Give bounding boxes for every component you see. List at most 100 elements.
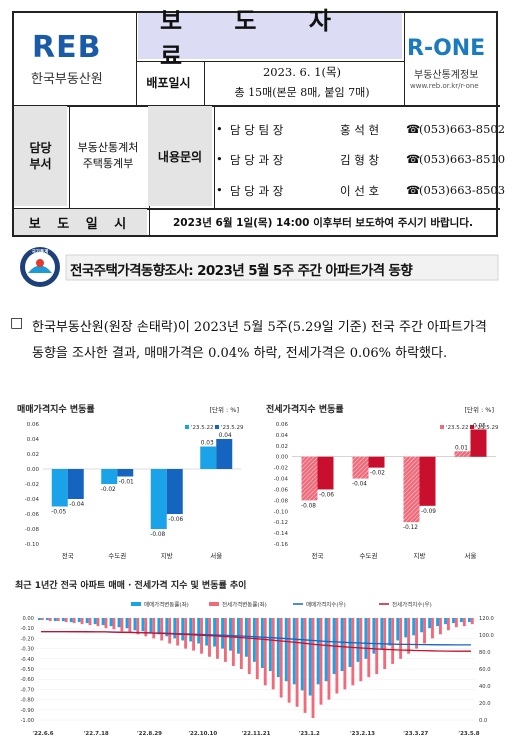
sale-change-bar	[69, 618, 73, 623]
sale-change-bar	[404, 618, 408, 638]
jeonse-change-bar	[72, 618, 76, 624]
y-tick-label: 0.02	[276, 444, 288, 450]
inquiry-label: 내용문의	[148, 106, 212, 206]
jeonse-change-bar	[64, 618, 68, 623]
data-label: 0.05	[473, 423, 486, 429]
bar	[216, 439, 233, 469]
sale-change-bar	[197, 618, 201, 644]
x-tick-label: '23.1.2	[299, 731, 320, 737]
divider	[214, 107, 215, 208]
sale-change-bar	[173, 618, 177, 639]
sale-change-bar	[467, 618, 471, 623]
y-right-tick-label: 20.0	[479, 701, 491, 707]
bullet-square: □	[10, 315, 24, 331]
jeonse-change-bar	[343, 618, 347, 690]
jeonse-change-bar	[231, 618, 235, 666]
legend-label: 매매가격지수(우)	[306, 601, 346, 609]
dept-name: 부동산통계처 주택통계부	[68, 140, 148, 172]
jeonse-change-bar	[311, 618, 315, 718]
data-label: -0.06	[168, 517, 183, 523]
dept-name-1: 부동산통계처	[77, 141, 139, 154]
y-right-tick-label: 120.0	[479, 616, 494, 622]
sale-change-bar	[412, 618, 416, 636]
jeonse-change-bar	[176, 618, 180, 646]
data-label: -0.08	[301, 503, 316, 509]
y-left-tick-label: -0.10	[21, 626, 34, 632]
jeonse-change-bar	[423, 618, 426, 644]
category-label: 수도권	[360, 552, 378, 560]
jeonse-change-bar	[96, 618, 100, 627]
contact-role: 담 당 과 장	[230, 184, 284, 198]
jeonse-change-bar	[446, 618, 450, 631]
sale-change-bar	[157, 618, 161, 635]
org-name: 한국부동산원	[31, 72, 103, 87]
legend-swatch	[215, 425, 219, 429]
jeonse-change-bar	[391, 618, 395, 664]
contact-phone: (053)663-8503	[419, 183, 506, 197]
bar	[368, 456, 385, 468]
chart-unit: [단위 : %]	[209, 405, 239, 414]
y-tick-label: -0.04	[274, 477, 289, 483]
sale-change-bar	[45, 618, 49, 621]
sale-change-bar	[420, 618, 424, 633]
y-tick-label: 0.00	[27, 467, 40, 473]
y-tick-label: 0.06	[27, 422, 40, 428]
bar	[403, 456, 420, 523]
jeonse-index-line	[41, 630, 471, 652]
sale-change-bar	[37, 618, 41, 621]
jeonse-change-bar	[359, 618, 363, 682]
jeonse-change-bar	[88, 618, 92, 626]
data-label: -0.02	[101, 487, 116, 493]
sale-change-bar	[300, 618, 304, 691]
divider	[14, 105, 500, 107]
sale-change-bar	[252, 618, 256, 662]
x-tick-label: '22.10.10	[188, 731, 217, 737]
bar	[67, 469, 84, 499]
jeonse-change-bar	[431, 618, 434, 639]
chart-title: 전세가격지수 변동률	[266, 403, 344, 415]
bar	[454, 451, 471, 457]
legend-swatch	[185, 425, 189, 429]
sale-change-bar	[221, 618, 224, 649]
sale-change-bar	[260, 618, 264, 668]
y-right-tick-label: 80.0	[479, 650, 491, 656]
jeonse-change-bar	[223, 618, 227, 662]
legend-label: '23.5.22	[191, 425, 214, 431]
sale-change-bar	[181, 618, 185, 641]
y-right-tick-label: 60.0	[479, 667, 491, 673]
bullet: •	[216, 122, 223, 136]
reb-logo: REB	[32, 30, 102, 65]
y-right-tick-label: 0.0	[479, 718, 487, 724]
sale-change-bar	[165, 618, 169, 637]
bullet: •	[216, 183, 223, 197]
jeonse-change-bar	[48, 618, 52, 622]
jeonse-change-bar	[303, 618, 307, 713]
doc-title: 보 도 자 료	[138, 7, 402, 70]
y-tick-label: -0.08	[274, 498, 289, 504]
sale-change-bar	[372, 618, 376, 654]
jeonse-change-bar	[295, 618, 299, 707]
jeonse-change-bar	[136, 618, 140, 635]
category-label: 지방	[414, 551, 426, 560]
y-left-tick-label: -0.80	[21, 698, 34, 704]
bar	[166, 469, 183, 514]
annual-trend-chart: 최근 1년간 전국 아파트 매매 · 전세가격 지수 및 변동률 추이매매가격변…	[13, 578, 503, 740]
jeonse-change-bar	[255, 618, 259, 680]
jeonse-change-bar	[351, 618, 355, 686]
y-tick-label: -0.08	[25, 527, 40, 533]
jeonse-change-bar	[327, 618, 331, 700]
y-tick-label: 0.02	[27, 452, 39, 458]
y-left-tick-label: -0.30	[21, 647, 34, 653]
y-left-tick-label: -0.40	[21, 657, 34, 663]
x-tick-label: '22.8.29	[137, 731, 162, 737]
divider	[204, 61, 205, 105]
sale-change-bar	[308, 618, 312, 696]
dist-date: 2023. 6. 1(목)	[262, 65, 342, 79]
jeonse-change-bar	[462, 618, 466, 627]
data-label: -0.09	[421, 509, 436, 515]
jeonse-change-bar	[80, 618, 84, 625]
category-label: 전국	[312, 551, 324, 560]
y-tick-label: -0.12	[274, 520, 288, 526]
data-label: -0.05	[51, 510, 66, 516]
y-right-tick-label: 100.0	[479, 633, 494, 639]
